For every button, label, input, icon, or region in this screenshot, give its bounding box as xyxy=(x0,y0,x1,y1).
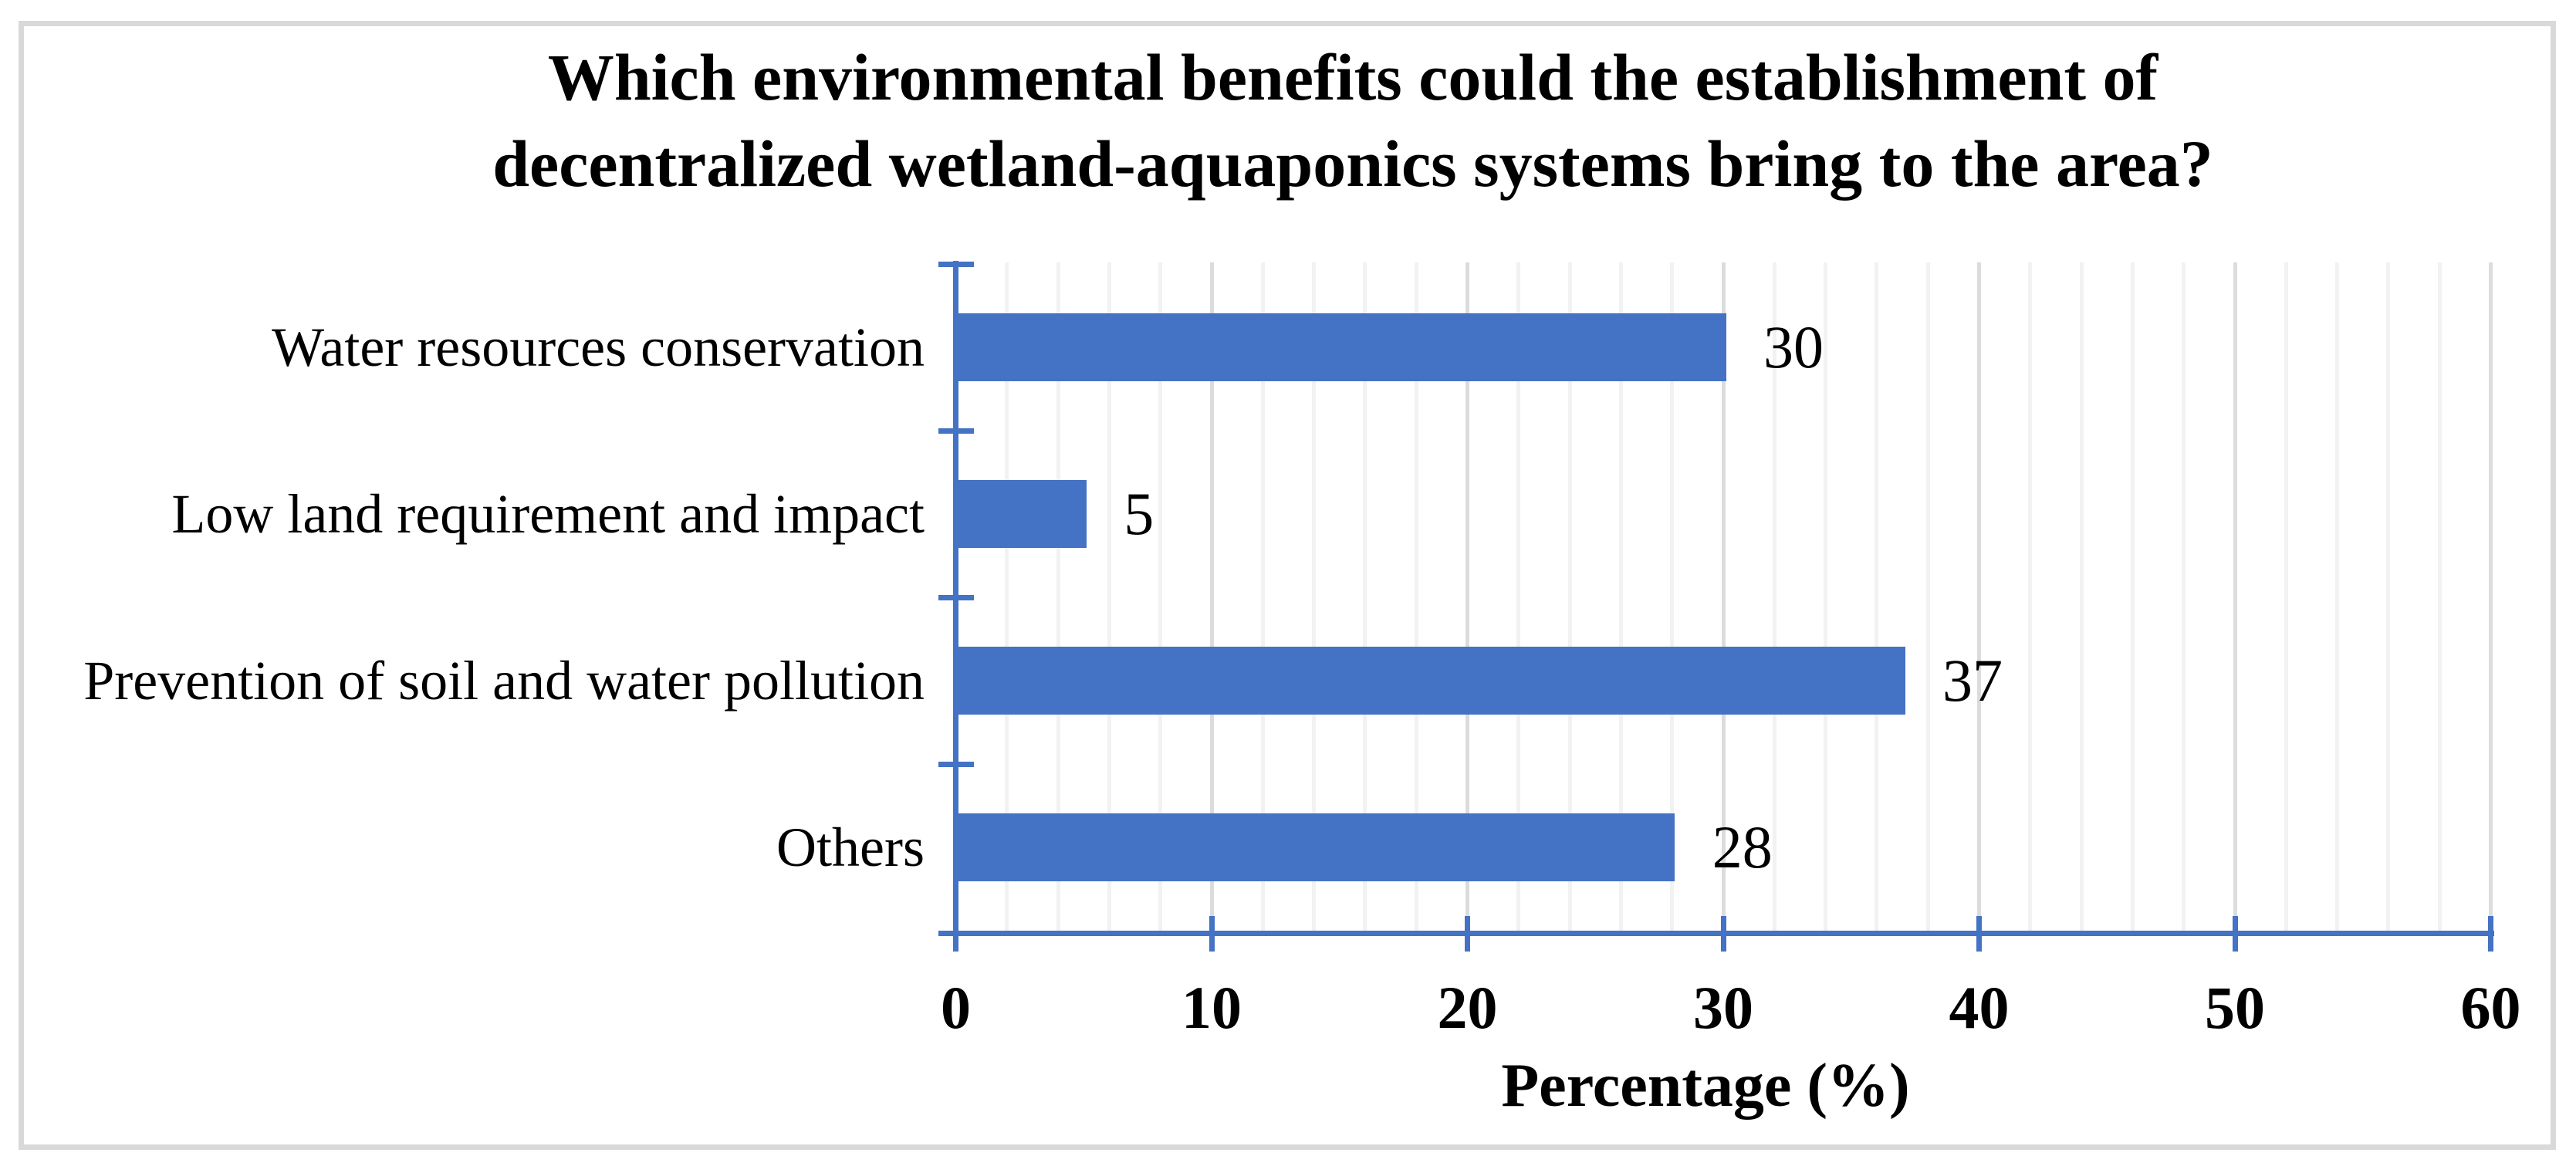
gridline-minor xyxy=(1670,262,1675,931)
chart-title: Which environmental benefits could the e… xyxy=(65,34,2576,207)
chart-border-frame xyxy=(19,21,2556,1150)
category-label: Others xyxy=(776,816,925,878)
y-axis-tick xyxy=(938,761,974,767)
category-label: Low land requirement and impact xyxy=(171,482,925,545)
x-axis-tick xyxy=(1720,915,1726,952)
x-axis-tick xyxy=(1209,915,1215,952)
gridline-minor xyxy=(1516,262,1521,931)
gridline-minor xyxy=(1158,262,1163,931)
gridline-major xyxy=(2233,262,2237,931)
x-axis-title: Percentage (%) xyxy=(1501,1052,1910,1120)
gridline-minor xyxy=(1005,262,1009,931)
x-tick-label: 40 xyxy=(1949,974,2010,1041)
y-axis-tick xyxy=(938,594,974,600)
gridline-minor xyxy=(2386,262,2391,931)
gridline-major xyxy=(1721,262,1726,931)
bar-value-label: 28 xyxy=(1712,813,1773,881)
category-label: Prevention of soil and water pollution xyxy=(83,649,925,712)
gridline-minor xyxy=(1056,262,1060,931)
gridline-major xyxy=(2489,262,2493,931)
gridline-minor xyxy=(2437,262,2442,931)
bar-value-label: 5 xyxy=(1124,480,1154,547)
x-tick-label: 30 xyxy=(1693,974,1753,1041)
x-axis-tick xyxy=(1976,915,1982,952)
category-label: Water resources conservation xyxy=(272,316,925,378)
gridline-minor xyxy=(1567,262,1572,931)
gridline-minor xyxy=(1618,262,1623,931)
gridline-minor xyxy=(1107,262,1111,931)
x-axis-tick xyxy=(1465,915,1470,952)
chart-title-line-2: decentralized wetland-aquaponics systems… xyxy=(492,127,2213,201)
bar-value-label: 37 xyxy=(1942,647,2003,714)
gridline-minor xyxy=(2130,262,2135,931)
bar xyxy=(958,313,1726,381)
gridline-major xyxy=(1977,262,1981,931)
gridline-minor xyxy=(2028,262,2033,931)
x-tick-label: 0 xyxy=(941,974,971,1041)
gridline-major xyxy=(1209,262,1214,931)
bar xyxy=(958,813,1675,881)
gridline-minor xyxy=(1772,262,1776,931)
y-axis-tick xyxy=(938,428,974,434)
gridline-minor xyxy=(1312,262,1317,931)
gridline-minor xyxy=(1260,262,1265,931)
gridline-minor xyxy=(2079,262,2084,931)
x-tick-label: 10 xyxy=(1182,974,1242,1041)
bar xyxy=(958,480,1087,548)
chart-title-line-1: Which environmental benefits could the e… xyxy=(547,40,2158,114)
gridline-minor xyxy=(1875,262,1879,931)
x-tick-label: 50 xyxy=(2205,974,2265,1041)
gridline-major xyxy=(1465,262,1469,931)
gridline-minor xyxy=(1363,262,1367,931)
x-axis-tick xyxy=(2232,915,2238,952)
x-tick-label: 60 xyxy=(2460,974,2521,1041)
gridline-minor xyxy=(2335,262,2340,931)
gridline-minor xyxy=(2182,262,2186,931)
x-axis-line xyxy=(938,931,2494,936)
x-axis-tick xyxy=(2488,915,2493,952)
x-tick-label: 20 xyxy=(1437,974,1498,1041)
gridline-minor xyxy=(1925,262,1930,931)
gridline-minor xyxy=(1824,262,1828,931)
gridline-minor xyxy=(1414,262,1418,931)
bar xyxy=(958,647,1905,715)
gridline-minor xyxy=(2284,262,2288,931)
x-axis-tick xyxy=(953,915,958,952)
bar-value-label: 30 xyxy=(1763,313,1824,380)
y-axis-tick xyxy=(938,261,974,267)
